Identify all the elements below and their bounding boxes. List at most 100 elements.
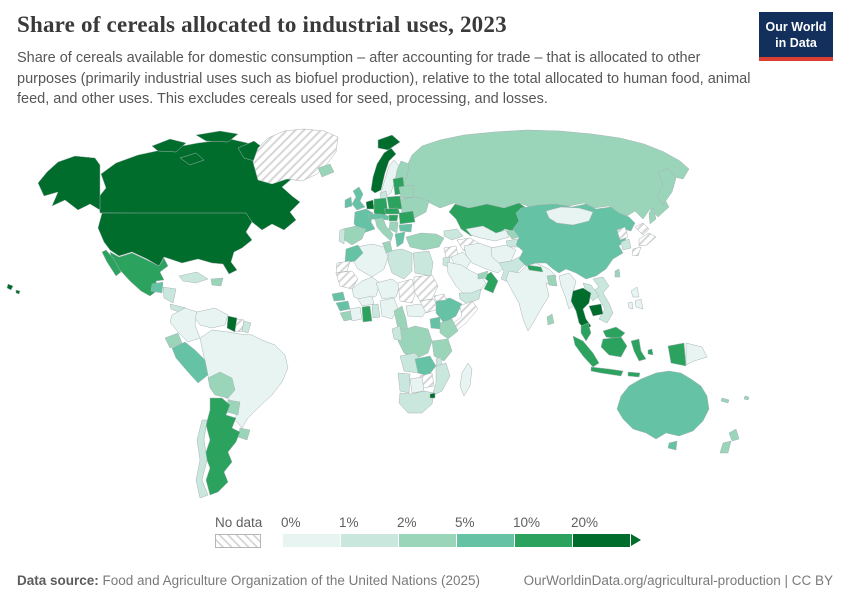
country-indonesia-lesser-sunda[interactable] [627, 371, 641, 378]
legend-bin-swatch[interactable] [399, 534, 457, 547]
country-indonesia-java[interactable] [590, 366, 624, 377]
country-indonesia-papua[interactable] [667, 342, 687, 367]
country-indonesia-maluku[interactable] [647, 348, 654, 356]
country-uruguay[interactable] [237, 427, 251, 441]
country-dominican-republic[interactable] [210, 277, 224, 287]
country-botswana[interactable] [409, 376, 425, 394]
country-ivory-coast[interactable] [349, 306, 363, 322]
country-turkey[interactable] [405, 232, 445, 251]
country-chad[interactable] [397, 278, 417, 304]
country-kenya[interactable] [439, 318, 459, 340]
country-south-korea[interactable] [620, 238, 632, 251]
country-morocco[interactable] [344, 244, 364, 264]
legend-bin-swatch[interactable] [573, 534, 631, 547]
country-malaysia-peninsula[interactable] [580, 322, 592, 342]
country-portugal[interactable] [338, 228, 346, 245]
country-bolivia[interactable] [207, 371, 236, 399]
country-philippines[interactable] [627, 301, 634, 310]
country-uzbekistan[interactable] [465, 225, 510, 242]
country-hawaii[interactable] [6, 283, 14, 291]
country-ireland[interactable] [344, 196, 353, 209]
country-mexico-baja[interactable] [101, 249, 122, 277]
country-gabon-congo[interactable] [391, 325, 403, 342]
country-australia[interactable] [616, 370, 710, 440]
country-indonesia-sulawesi[interactable] [630, 338, 647, 362]
country-hungary[interactable] [388, 214, 399, 222]
country-papua-new-guinea[interactable] [685, 342, 708, 366]
country-chile[interactable] [195, 419, 209, 499]
country-greece[interactable] [394, 231, 406, 248]
country-uae-qatar[interactable] [477, 270, 489, 280]
country-new-zealand[interactable] [719, 440, 732, 454]
country-honduras-nicaragua[interactable] [162, 286, 177, 304]
country-czechia-slovakia[interactable] [383, 207, 401, 215]
country-romania[interactable] [398, 210, 416, 225]
country-italy[interactable] [374, 217, 394, 242]
country-cuba[interactable] [178, 271, 209, 284]
country-belgium-netherlands[interactable] [365, 199, 375, 210]
country-indonesia-kalimantan[interactable] [600, 336, 628, 358]
country-egypt[interactable] [412, 250, 434, 277]
country-nepal[interactable] [526, 264, 544, 273]
country-eritrea[interactable] [433, 293, 447, 302]
country-iceland[interactable] [317, 163, 335, 178]
country-oman[interactable] [482, 271, 499, 294]
country-senegal[interactable] [331, 291, 346, 302]
country-mauritania[interactable] [335, 270, 359, 290]
country-central-african-republic[interactable] [405, 303, 429, 318]
legend-bin-swatch[interactable] [515, 534, 573, 547]
country-niger[interactable] [375, 278, 401, 300]
country-eswatini[interactable] [429, 392, 436, 399]
country-canada-island[interactable] [179, 152, 205, 166]
country-guinea[interactable] [335, 300, 351, 312]
country-cambodia[interactable] [588, 303, 604, 317]
country-mozambique[interactable] [431, 362, 451, 397]
country-suriname[interactable] [234, 318, 245, 333]
country-madagascar[interactable] [459, 362, 473, 397]
country-sudan[interactable] [413, 274, 439, 302]
country-japan[interactable] [638, 232, 657, 247]
country-hawaii[interactable] [15, 289, 21, 295]
country-philippines[interactable] [634, 298, 644, 310]
country-india[interactable] [505, 262, 557, 332]
country-mali[interactable] [351, 276, 381, 302]
country-venezuela[interactable] [194, 307, 229, 329]
country-mongolia[interactable] [545, 206, 594, 226]
country-tunisia[interactable] [382, 240, 393, 254]
country-japan[interactable] [634, 222, 650, 236]
country-uganda[interactable] [429, 316, 441, 330]
country-libya[interactable] [387, 248, 413, 280]
country-saudi-arabia[interactable] [446, 261, 487, 297]
country-thailand[interactable] [570, 287, 592, 332]
country-vietnam[interactable] [592, 276, 614, 324]
country-ecuador[interactable] [164, 332, 183, 349]
country-china[interactable] [512, 203, 636, 280]
country-alaska[interactable] [37, 155, 101, 211]
country-canada-island[interactable] [151, 138, 187, 153]
country-svalbard[interactable] [377, 134, 401, 151]
legend-bin-swatch[interactable] [283, 534, 341, 547]
country-colombia[interactable] [169, 307, 201, 343]
country-pakistan[interactable] [498, 255, 527, 284]
owid-logo[interactable]: Our World in Data [759, 12, 833, 61]
country-norway[interactable] [370, 147, 397, 194]
country-french-guiana[interactable] [241, 320, 252, 334]
country-somalia[interactable] [453, 300, 479, 332]
country-zambia[interactable] [414, 355, 437, 377]
country-taiwan[interactable] [614, 268, 621, 278]
legend-no-data-swatch[interactable] [215, 534, 261, 548]
country-canada-island[interactable] [195, 130, 239, 143]
country-new-zealand[interactable] [728, 428, 740, 442]
country-cameroon[interactable] [393, 305, 409, 332]
country-guyana[interactable] [226, 315, 238, 333]
country-australia-tasmania[interactable] [667, 440, 678, 451]
country-ethiopia[interactable] [435, 297, 463, 324]
country-namibia[interactable] [397, 372, 411, 394]
country-philippines[interactable] [630, 286, 640, 298]
country-togo-benin[interactable] [371, 303, 381, 319]
country-malaysia-borneo[interactable] [602, 326, 626, 340]
country-bangladesh[interactable] [546, 274, 558, 287]
country-guatemala-belize[interactable] [150, 281, 164, 294]
country-poland[interactable] [386, 195, 403, 210]
country-dr-congo[interactable] [397, 325, 433, 360]
